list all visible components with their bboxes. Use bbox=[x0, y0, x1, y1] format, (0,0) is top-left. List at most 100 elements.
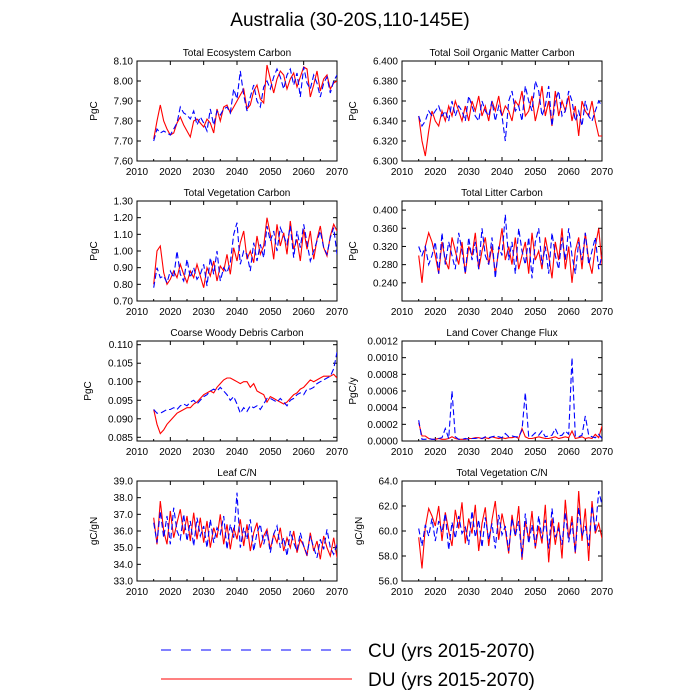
x-tick-label: 2010 bbox=[126, 447, 149, 458]
x-tick-label: 2050 bbox=[524, 447, 547, 458]
y-tick-label: 6.340 bbox=[373, 117, 398, 128]
x-tick-label: 2060 bbox=[293, 307, 316, 318]
panel-title: Leaf C/N bbox=[217, 468, 256, 479]
x-tick-label: 2030 bbox=[458, 447, 481, 458]
y-tick-label: 1.10 bbox=[114, 230, 134, 241]
x-tick-label: 2020 bbox=[159, 167, 182, 178]
x-tick-label: 2030 bbox=[193, 587, 216, 598]
series-line-du bbox=[418, 85, 602, 157]
legend-label-1: DU (yrs 2015-2070) bbox=[368, 670, 535, 691]
y-axis-label: gC/gN bbox=[89, 517, 100, 545]
x-tick-label: 2020 bbox=[159, 587, 182, 598]
x-tick-label: 2050 bbox=[524, 167, 547, 178]
x-tick-label: 2050 bbox=[524, 307, 547, 318]
y-axis-label: gC/gN bbox=[354, 517, 365, 545]
x-tick-label: 2030 bbox=[458, 307, 481, 318]
panel-2: Total Vegetation Carbon 2010 2020 2030 2040 2… bbox=[89, 188, 349, 318]
panel-title: Total Vegetation Carbon bbox=[184, 188, 291, 199]
y-tick-label: 0.280 bbox=[373, 260, 398, 271]
x-tick-label: 2010 bbox=[126, 307, 149, 318]
y-tick-label: 0.090 bbox=[108, 414, 133, 425]
panel-title: Total Soil Organic Matter Carbon bbox=[429, 48, 574, 59]
x-tick-label: 2020 bbox=[159, 447, 182, 458]
series-line-du bbox=[153, 373, 337, 435]
x-tick-label: 2010 bbox=[126, 587, 149, 598]
x-tick-label: 2020 bbox=[424, 167, 447, 178]
x-tick-label: 2010 bbox=[391, 447, 414, 458]
y-tick-label: 0.0000 bbox=[367, 437, 398, 448]
y-tick-label: 0.0006 bbox=[367, 387, 398, 398]
panel-title: Total Litter Carbon bbox=[461, 188, 543, 199]
series-line-du bbox=[418, 228, 602, 283]
x-tick-label: 2040 bbox=[491, 167, 514, 178]
x-tick-label: 2060 bbox=[558, 587, 581, 598]
x-tick-label: 2050 bbox=[259, 167, 282, 178]
x-tick-label: 2020 bbox=[424, 447, 447, 458]
y-tick-label: 0.0010 bbox=[367, 353, 398, 364]
panel-7: Total Vegetation C/N 2010 2020 2030 2040 2050… bbox=[354, 468, 614, 598]
y-tick-label: 38.0 bbox=[114, 493, 134, 504]
x-tick-label: 2050 bbox=[259, 307, 282, 318]
x-tick-label: 2060 bbox=[293, 587, 316, 598]
y-axis-label: PgC/y bbox=[348, 377, 359, 404]
y-tick-label: 60.0 bbox=[379, 527, 399, 538]
series-line-cu bbox=[418, 357, 602, 440]
x-tick-label: 2020 bbox=[159, 307, 182, 318]
series-line-cu bbox=[418, 214, 602, 279]
panel-4: Coarse Woody Debris Carbon 2010 2020 2030 20… bbox=[83, 328, 349, 458]
y-tick-label: 8.00 bbox=[114, 77, 134, 88]
y-tick-label: 0.70 bbox=[114, 297, 134, 308]
y-tick-label: 0.0008 bbox=[367, 370, 398, 381]
panel-6: Leaf C/N 2010 2020 2030 2040 2050 2060 2070 33.0… bbox=[89, 468, 349, 598]
x-tick-label: 2070 bbox=[591, 587, 614, 598]
series-line-cu bbox=[153, 66, 337, 142]
x-tick-label: 2070 bbox=[326, 587, 349, 598]
y-tick-label: 0.100 bbox=[108, 377, 133, 388]
y-tick-label: 37.0 bbox=[114, 510, 134, 521]
panel-3: Total Litter Carbon 2010 2020 2030 2040 2050 2… bbox=[348, 188, 614, 318]
x-tick-label: 2060 bbox=[558, 307, 581, 318]
series-line-du bbox=[418, 422, 602, 440]
x-tick-label: 2070 bbox=[326, 447, 349, 458]
x-tick-label: 2010 bbox=[391, 587, 414, 598]
y-tick-label: 34.0 bbox=[114, 560, 134, 571]
y-tick-label: 64.0 bbox=[379, 477, 399, 488]
x-tick-label: 2070 bbox=[591, 167, 614, 178]
x-tick-label: 2020 bbox=[424, 587, 447, 598]
y-tick-label: 7.60 bbox=[114, 157, 134, 168]
y-tick-label: 7.90 bbox=[114, 97, 134, 108]
series-line-cu bbox=[418, 80, 602, 142]
x-tick-label: 2010 bbox=[391, 307, 414, 318]
y-tick-label: 8.10 bbox=[114, 57, 134, 68]
x-tick-label: 2050 bbox=[259, 587, 282, 598]
x-tick-label: 2030 bbox=[193, 307, 216, 318]
y-axis-label: PgC bbox=[348, 241, 359, 260]
x-tick-label: 2070 bbox=[591, 447, 614, 458]
x-tick-label: 2040 bbox=[491, 447, 514, 458]
x-tick-label: 2040 bbox=[491, 307, 514, 318]
panel-title: Land Cover Change Flux bbox=[446, 328, 557, 339]
x-tick-label: 2010 bbox=[126, 167, 149, 178]
y-tick-label: 6.320 bbox=[373, 137, 398, 148]
panel-title: Total Ecosystem Carbon bbox=[183, 48, 291, 59]
y-tick-label: 0.110 bbox=[109, 340, 134, 351]
y-tick-label: 0.0012 bbox=[367, 337, 398, 348]
x-tick-label: 2070 bbox=[591, 307, 614, 318]
x-tick-label: 2060 bbox=[558, 167, 581, 178]
y-tick-label: 0.80 bbox=[114, 280, 134, 291]
y-tick-label: 0.360 bbox=[373, 224, 398, 235]
legend-label-0: CU (yrs 2015-2070) bbox=[368, 641, 535, 662]
x-tick-label: 2040 bbox=[226, 307, 249, 318]
y-tick-label: 62.0 bbox=[379, 502, 399, 513]
y-axis-label: PgC bbox=[83, 381, 94, 400]
series-line-cu bbox=[153, 351, 337, 415]
y-axis-label: PgC bbox=[348, 101, 359, 120]
page-title: Australia (30-20S,110-145E) bbox=[230, 10, 470, 31]
y-tick-label: 0.095 bbox=[108, 396, 133, 407]
y-axis-label: PgC bbox=[89, 241, 100, 260]
panel-0: Total Ecosystem Carbon 2010 2020 2030 2040 20… bbox=[89, 48, 349, 178]
y-tick-label: 1.00 bbox=[114, 247, 134, 258]
y-tick-label: 1.30 bbox=[114, 197, 134, 208]
